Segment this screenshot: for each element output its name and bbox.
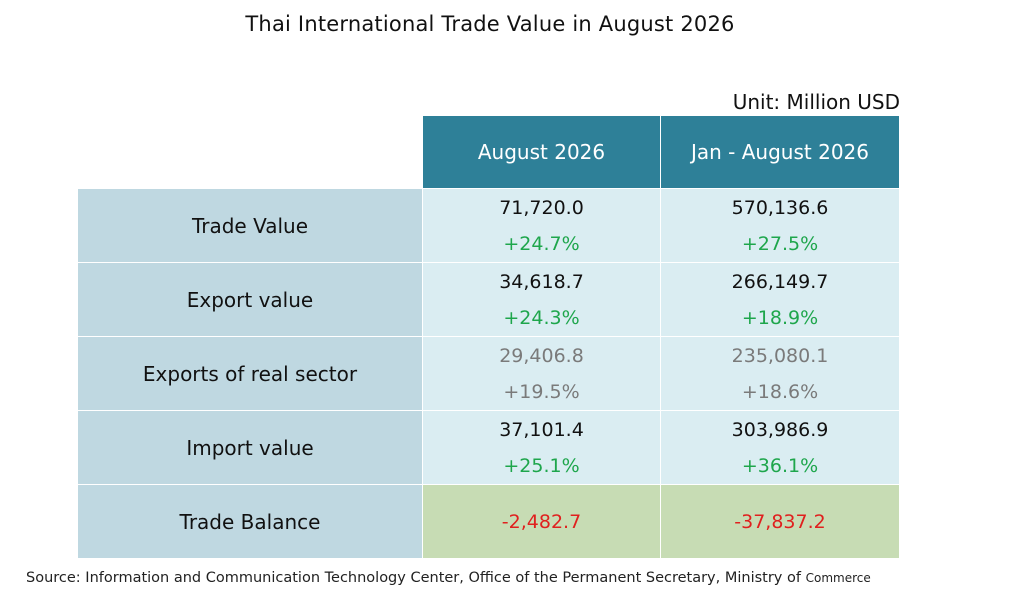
table-row-import-value: Import value 37,101.4 +25.1% 303,986.9 +… — [77, 410, 900, 485]
value-change: +19.5% — [503, 380, 580, 403]
value-number: 570,136.6 — [731, 196, 829, 219]
table-row-export-value: Export value 34,618.7 +24.3% 266,149.7 +… — [77, 262, 900, 337]
cell-exports-real-sector-august: 29,406.8 +19.5% — [422, 336, 661, 411]
cell-trade-value-ytd: 570,136.6 +27.5% — [660, 188, 900, 263]
value-number: 303,986.9 — [731, 418, 829, 441]
value-number: 235,080.1 — [731, 344, 829, 367]
value-number: 37,101.4 — [499, 418, 584, 441]
value-change: +27.5% — [741, 232, 819, 255]
header-blank-cell — [77, 115, 423, 189]
value-number: -2,482.7 — [501, 510, 582, 533]
cell-import-value-ytd: 303,986.9 +36.1% — [660, 410, 900, 485]
cell-trade-balance-ytd: -37,837.2 — [660, 484, 900, 559]
page-title: Thai International Trade Value in August… — [245, 12, 735, 36]
value-number: 266,149.7 — [731, 270, 829, 293]
column-header-jan-august: Jan - August 2026 — [660, 115, 900, 189]
cell-trade-value-august: 71,720.0 +24.7% — [422, 188, 661, 263]
cell-import-value-august: 37,101.4 +25.1% — [422, 410, 661, 485]
table-row-exports-real-sector: Exports of real sector 29,406.8 +19.5% 2… — [77, 336, 900, 411]
table-row-trade-balance: Trade Balance -2,482.7 -37,837.2 — [77, 484, 900, 559]
unit-label: Unit: Million USD — [732, 90, 900, 114]
value-change: +25.1% — [503, 454, 580, 477]
column-header-august: August 2026 — [422, 115, 661, 189]
cell-exports-real-sector-ytd: 235,080.1 +18.6% — [660, 336, 900, 411]
value-change: +24.3% — [503, 306, 580, 329]
row-label-import-value: Import value — [77, 410, 423, 485]
value-change: +24.7% — [503, 232, 580, 255]
value-change: +36.1% — [741, 454, 819, 477]
table-header-row: August 2026 Jan - August 2026 — [77, 115, 900, 189]
source-tail: Commerce — [805, 571, 871, 585]
table-row-trade-value: Trade Value 71,720.0 +24.7% 570,136.6 +2… — [77, 188, 900, 263]
row-label-exports-real-sector: Exports of real sector — [77, 336, 423, 411]
value-change: +18.9% — [741, 306, 819, 329]
row-label-trade-value: Trade Value — [77, 188, 423, 263]
row-label-export-value: Export value — [77, 262, 423, 337]
value-number: -37,837.2 — [734, 510, 826, 533]
cell-export-value-august: 34,618.7 +24.3% — [422, 262, 661, 337]
cell-trade-balance-august: -2,482.7 — [422, 484, 661, 559]
value-number: 71,720.0 — [499, 196, 584, 219]
value-number: 29,406.8 — [499, 344, 584, 367]
value-change: +18.6% — [741, 380, 819, 403]
trade-table: August 2026 Jan - August 2026 Trade Valu… — [77, 115, 900, 559]
source-text: Source: Information and Communication Te… — [26, 570, 801, 586]
value-number: 34,618.7 — [499, 270, 584, 293]
cell-export-value-ytd: 266,149.7 +18.9% — [660, 262, 900, 337]
source-note: Source: Information and Communication Te… — [26, 570, 871, 586]
row-label-trade-balance: Trade Balance — [77, 484, 423, 559]
